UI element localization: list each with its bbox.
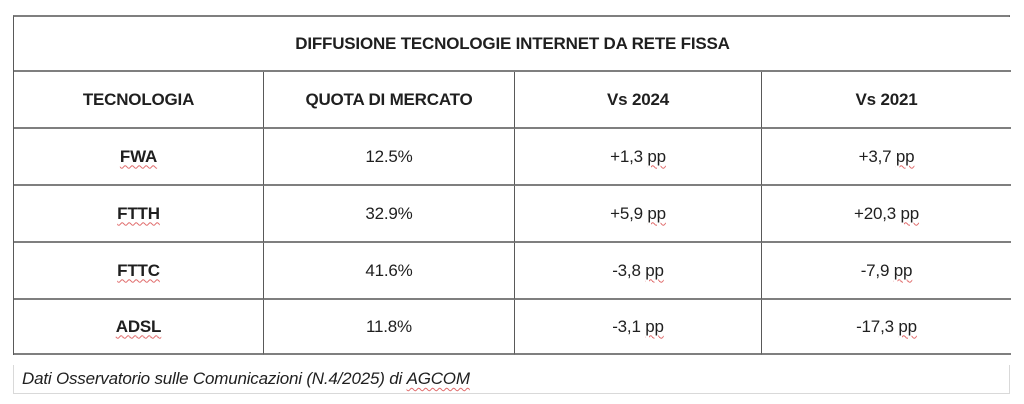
table-row-fwa-quota: 12.5% (263, 129, 514, 186)
table-title: DIFFUSIONE TECNOLOGIE INTERNET DA RETE F… (14, 17, 1011, 72)
delta-value: -3,1 (612, 316, 641, 336)
table-title-text: DIFFUSIONE TECNOLOGIE INTERNET DA RETE F… (295, 33, 730, 53)
delta-unit: pp (647, 146, 666, 166)
delta-value: +20,3 (853, 203, 896, 223)
table-row-ftth-vs2021: +20,3 pp (761, 186, 1011, 243)
table-row-adsl-vs2021: -17,3 pp (761, 300, 1011, 355)
tech-label: ADSL (115, 316, 162, 336)
table-row-fttc-tecnologia: FTTC (14, 243, 263, 300)
delta-unit: pp (895, 146, 915, 166)
column-header-tecnologia: TECNOLOGIA (14, 72, 263, 129)
delta-unit: pp (893, 260, 913, 280)
table-row-adsl-vs2024: -3,1 pp (514, 300, 761, 355)
column-header-quota-di-mercato: QUOTA DI MERCATO (263, 72, 514, 129)
tech-label: FTTH (117, 203, 160, 223)
delta-value: +3,7 (858, 146, 892, 166)
source-note-text: Dati Osservatorio sulle Comunicazioni (N… (22, 369, 403, 388)
delta-unit: pp (647, 203, 666, 223)
delta-value: -7,9 (860, 260, 890, 280)
table-row-fwa-tecnologia: FWA (14, 129, 263, 186)
table-row-ftth-vs2024: +5,9 pp (514, 186, 761, 243)
table-row-adsl-tecnologia: ADSL (14, 300, 263, 355)
table-row-fwa-vs2024: +1,3 pp (514, 129, 761, 186)
table-row-fttc-vs2024: -3,8 pp (514, 243, 761, 300)
column-header-vs-2024: Vs 2024 (514, 72, 761, 129)
column-header-vs-2021: Vs 2021 (761, 72, 1011, 129)
table-footer-source-note: Dati Osservatorio sulle Comunicazioni (N… (13, 365, 1010, 394)
tech-label: FTTC (117, 260, 160, 280)
table-row-fttc-vs2021: -7,9 pp (761, 243, 1011, 300)
delta-unit: pp (898, 316, 917, 336)
delta-value: +1,3 (610, 146, 643, 166)
table-row-fttc-quota: 41.6% (263, 243, 514, 300)
table-row-adsl-quota: 11.8% (263, 300, 514, 355)
table-row-ftth-tecnologia: FTTH (14, 186, 263, 243)
tech-label: FWA (119, 146, 158, 166)
delta-value: +5,9 (610, 203, 643, 223)
delta-value: -17,3 (856, 316, 894, 336)
table-row-ftth-quota: 32.9% (263, 186, 514, 243)
delta-unit: pp (645, 260, 664, 280)
delta-unit: pp (900, 203, 920, 223)
delta-unit: pp (645, 316, 664, 336)
source-note-agcom: AGCOM (406, 369, 470, 388)
delta-value: -3,8 (612, 260, 641, 280)
table-row-fwa-vs2021: +3,7 pp (761, 129, 1011, 186)
diffusion-table: DIFFUSIONE TECNOLOGIE INTERNET DA RETE F… (13, 15, 1011, 355)
